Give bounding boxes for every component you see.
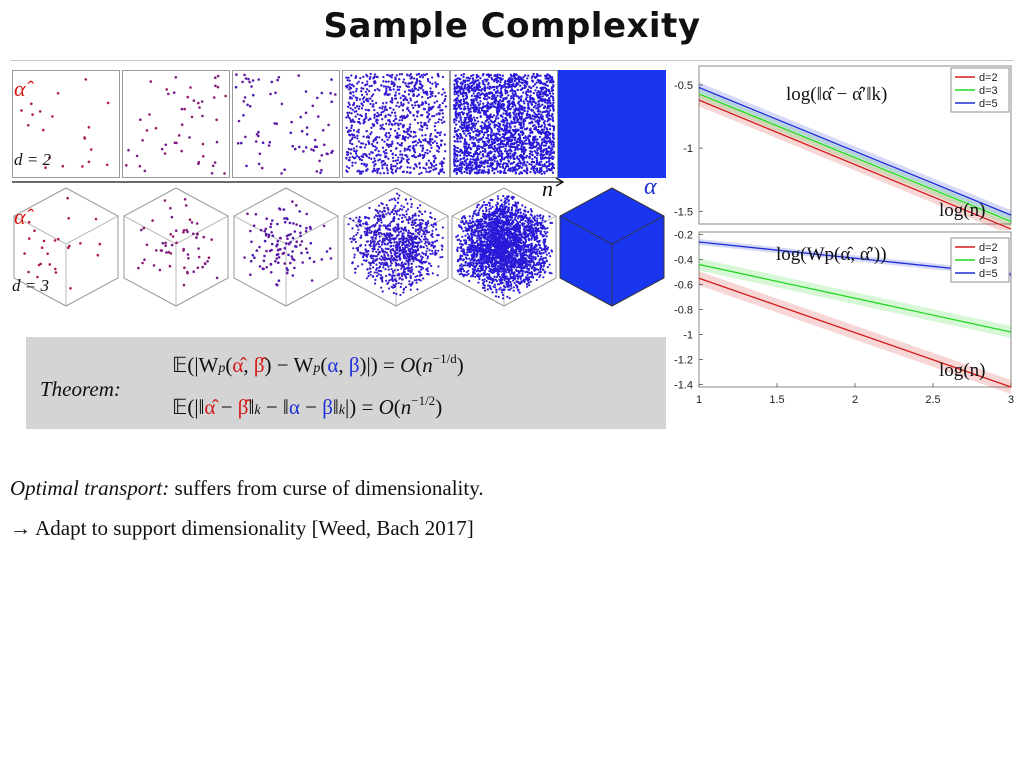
chart-title: log(Wp(α̂, α̂′)) bbox=[776, 244, 887, 265]
y-tick-label: -1 bbox=[683, 143, 693, 155]
sample-plot-d3-5 bbox=[451, 187, 557, 307]
x-tick-label: 2 bbox=[852, 394, 858, 406]
continuous-measure-d2 bbox=[558, 70, 666, 178]
title-divider bbox=[10, 60, 1014, 61]
sample-plot-d2-3 bbox=[232, 70, 340, 178]
sample-plot-d3-1 bbox=[13, 187, 119, 307]
alpha-label: α bbox=[644, 174, 657, 200]
n-label: n bbox=[542, 176, 553, 201]
chart-wasserstein-error: -0.2-0.4-0.6-0.8-1-1.2-1.41 1.5 2 2.5 3d=2d=… bbox=[674, 230, 1014, 407]
y-tick-label: -0.2 bbox=[674, 230, 693, 242]
slide-title: Sample Complexity bbox=[323, 6, 701, 46]
statement-line-2: → Adapt to support dimensionality [Weed,… bbox=[10, 516, 474, 540]
d3-label: d = 3 bbox=[12, 276, 49, 295]
chart-xlabel: log(n) bbox=[939, 200, 985, 221]
sample-plot-d2-1 bbox=[12, 70, 120, 178]
legend bbox=[950, 67, 1010, 113]
continuous-measure-d3 bbox=[559, 187, 665, 307]
y-tick-label: -0.5 bbox=[674, 80, 693, 92]
sample-plot-d3-3 bbox=[233, 187, 339, 307]
chart-title: log(‖α̂ − α̂′‖k) bbox=[786, 84, 887, 105]
x-tick-label: 2.5 bbox=[925, 394, 940, 406]
theorem-label: Theorem: bbox=[40, 377, 121, 401]
n-arrow bbox=[12, 177, 565, 187]
statement-line-1: Optimal transport: suffers from curse of… bbox=[10, 476, 484, 500]
y-tick-label: -0.4 bbox=[674, 255, 693, 267]
series-line-d=2 bbox=[698, 277, 1012, 388]
legend-entry: d=3 bbox=[979, 85, 998, 97]
theorem-equation-1: 𝔼(|Wp(α̂, β̂) − Wp(α, β)|) = O(n−1/d) bbox=[172, 351, 464, 377]
theorem-equation-2: 𝔼(|‖α̂ − β̂‖k − ‖α − β‖k|) = O(n−1/2) bbox=[172, 393, 443, 419]
legend-entry: d=5 bbox=[979, 268, 998, 280]
x-tick-label: 1 bbox=[696, 394, 702, 406]
d2-label: d = 2 bbox=[14, 150, 51, 169]
legend-entry: d=2 bbox=[979, 72, 998, 84]
sample-plot-d2-4 bbox=[342, 70, 450, 178]
chart-norm-error: -0.5 -1 -1.5 d=2d=3d=5 log(‖α̂ − α̂′‖k) log(n… bbox=[674, 65, 1012, 230]
y-tick-label: -0.8 bbox=[674, 305, 693, 317]
series-line-d=5 bbox=[698, 86, 1012, 216]
chart-xlabel: log(n) bbox=[939, 360, 985, 381]
y-tick-label: -1 bbox=[683, 330, 693, 342]
sample-plot-d3-4 bbox=[343, 187, 449, 307]
theorem-box: Theorem: 𝔼(|Wp(α̂, β̂) − Wp(α, β)|) = O(… bbox=[26, 337, 666, 429]
series-line-d=3 bbox=[698, 263, 1012, 333]
sample-plot-d2-2 bbox=[122, 70, 230, 178]
sample-plot-d2-5 bbox=[450, 70, 558, 178]
y-tick-label: -1.4 bbox=[674, 380, 693, 392]
legend-entry: d=2 bbox=[979, 242, 998, 254]
legend-entry: d=5 bbox=[979, 98, 998, 110]
y-tick-label: -1.5 bbox=[674, 206, 693, 218]
y-tick-label: -1.2 bbox=[674, 355, 693, 367]
series-band bbox=[699, 94, 1011, 230]
sample-plot-d3-2 bbox=[123, 187, 229, 307]
x-tick-label: 1.5 bbox=[769, 394, 784, 406]
alpha-hat-label-d3: α̂ bbox=[14, 204, 26, 229]
y-tick-label: -0.6 bbox=[674, 280, 693, 292]
alpha-hat-label-d2: α̂ bbox=[14, 76, 26, 101]
series-line-d=3 bbox=[698, 93, 1012, 223]
x-tick-label: 3 bbox=[1008, 394, 1014, 406]
legend-entry: d=3 bbox=[979, 255, 998, 267]
series-line-d=2 bbox=[698, 99, 1012, 230]
